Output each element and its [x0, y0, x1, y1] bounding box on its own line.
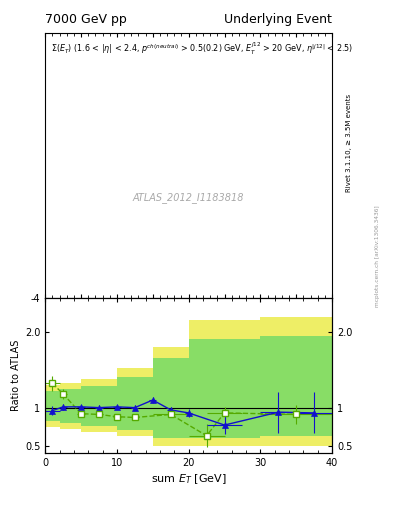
Y-axis label: Ratio to ATLAS: Ratio to ATLAS	[11, 339, 21, 411]
Text: Underlying Event: Underlying Event	[224, 13, 332, 26]
Text: 7000 GeV pp: 7000 GeV pp	[45, 13, 127, 26]
X-axis label: sum $E_T$ [GeV]: sum $E_T$ [GeV]	[151, 472, 226, 486]
Text: Rivet 3.1.10, ≥ 3.5M events: Rivet 3.1.10, ≥ 3.5M events	[346, 94, 352, 193]
Text: ATLAS_2012_I1183818: ATLAS_2012_I1183818	[133, 191, 244, 203]
Text: mcplots.cern.ch [arXiv:1306.3436]: mcplots.cern.ch [arXiv:1306.3436]	[375, 205, 380, 307]
Text: $\Sigma(E_T)$ (1.6 < |$\eta$| < 2.4, $p^{ch(neutral)}$ > 0.5(0.2) GeV, $E_T^{j12: $\Sigma(E_T)$ (1.6 < |$\eta$| < 2.4, $p^…	[51, 41, 353, 57]
